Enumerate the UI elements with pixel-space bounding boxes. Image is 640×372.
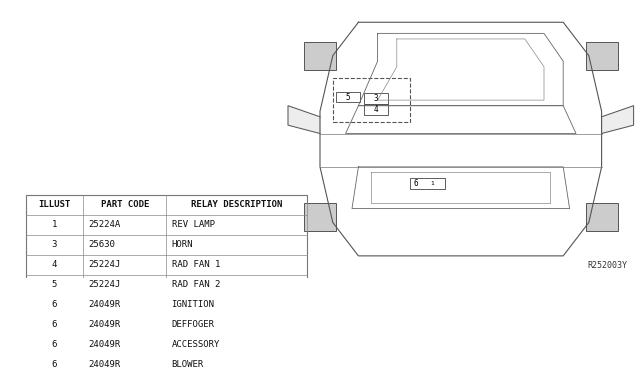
Text: 25224A: 25224A <box>88 220 120 229</box>
Bar <box>364 104 388 115</box>
Text: ACCESSORY: ACCESSORY <box>172 340 220 349</box>
Text: 6: 6 <box>52 360 57 369</box>
Text: R252003Y: R252003Y <box>588 261 627 270</box>
Text: RELAY DESCRIPTION: RELAY DESCRIPTION <box>191 200 282 209</box>
Bar <box>336 92 360 102</box>
Text: RAD FAN 1: RAD FAN 1 <box>172 260 220 269</box>
Text: 6: 6 <box>52 340 57 349</box>
Text: 3: 3 <box>373 94 378 103</box>
Text: REV LAMP: REV LAMP <box>172 220 214 229</box>
Text: 24049R: 24049R <box>88 300 120 310</box>
Bar <box>586 42 618 70</box>
Text: 5: 5 <box>346 93 351 102</box>
Bar <box>410 178 445 189</box>
Text: HORN: HORN <box>172 240 193 249</box>
Text: PART CODE: PART CODE <box>100 200 149 209</box>
Text: 1: 1 <box>52 220 57 229</box>
Text: 24049R: 24049R <box>88 320 120 329</box>
Bar <box>364 93 388 104</box>
Bar <box>586 203 618 231</box>
Text: 25224J: 25224J <box>88 260 120 269</box>
Text: 6: 6 <box>413 179 419 188</box>
Text: BLOWER: BLOWER <box>172 360 204 369</box>
Bar <box>304 203 336 231</box>
Text: 4: 4 <box>52 260 57 269</box>
Text: 24049R: 24049R <box>88 340 120 349</box>
Text: 4: 4 <box>373 105 378 114</box>
Text: 6: 6 <box>52 300 57 310</box>
Text: IGNITION: IGNITION <box>172 300 214 310</box>
Bar <box>304 42 336 70</box>
Text: 3: 3 <box>52 240 57 249</box>
Bar <box>333 78 410 122</box>
Text: 6: 6 <box>52 320 57 329</box>
Polygon shape <box>602 106 634 134</box>
Polygon shape <box>288 106 320 134</box>
Text: 25224J: 25224J <box>88 280 120 289</box>
Text: ILLUST: ILLUST <box>38 200 70 209</box>
Text: 24049R: 24049R <box>88 360 120 369</box>
Text: 1: 1 <box>430 181 434 186</box>
Text: RAD FAN 2: RAD FAN 2 <box>172 280 220 289</box>
Text: 5: 5 <box>52 280 57 289</box>
Text: 25630: 25630 <box>88 240 115 249</box>
Text: DEFFOGER: DEFFOGER <box>172 320 214 329</box>
Bar <box>26 195 307 372</box>
